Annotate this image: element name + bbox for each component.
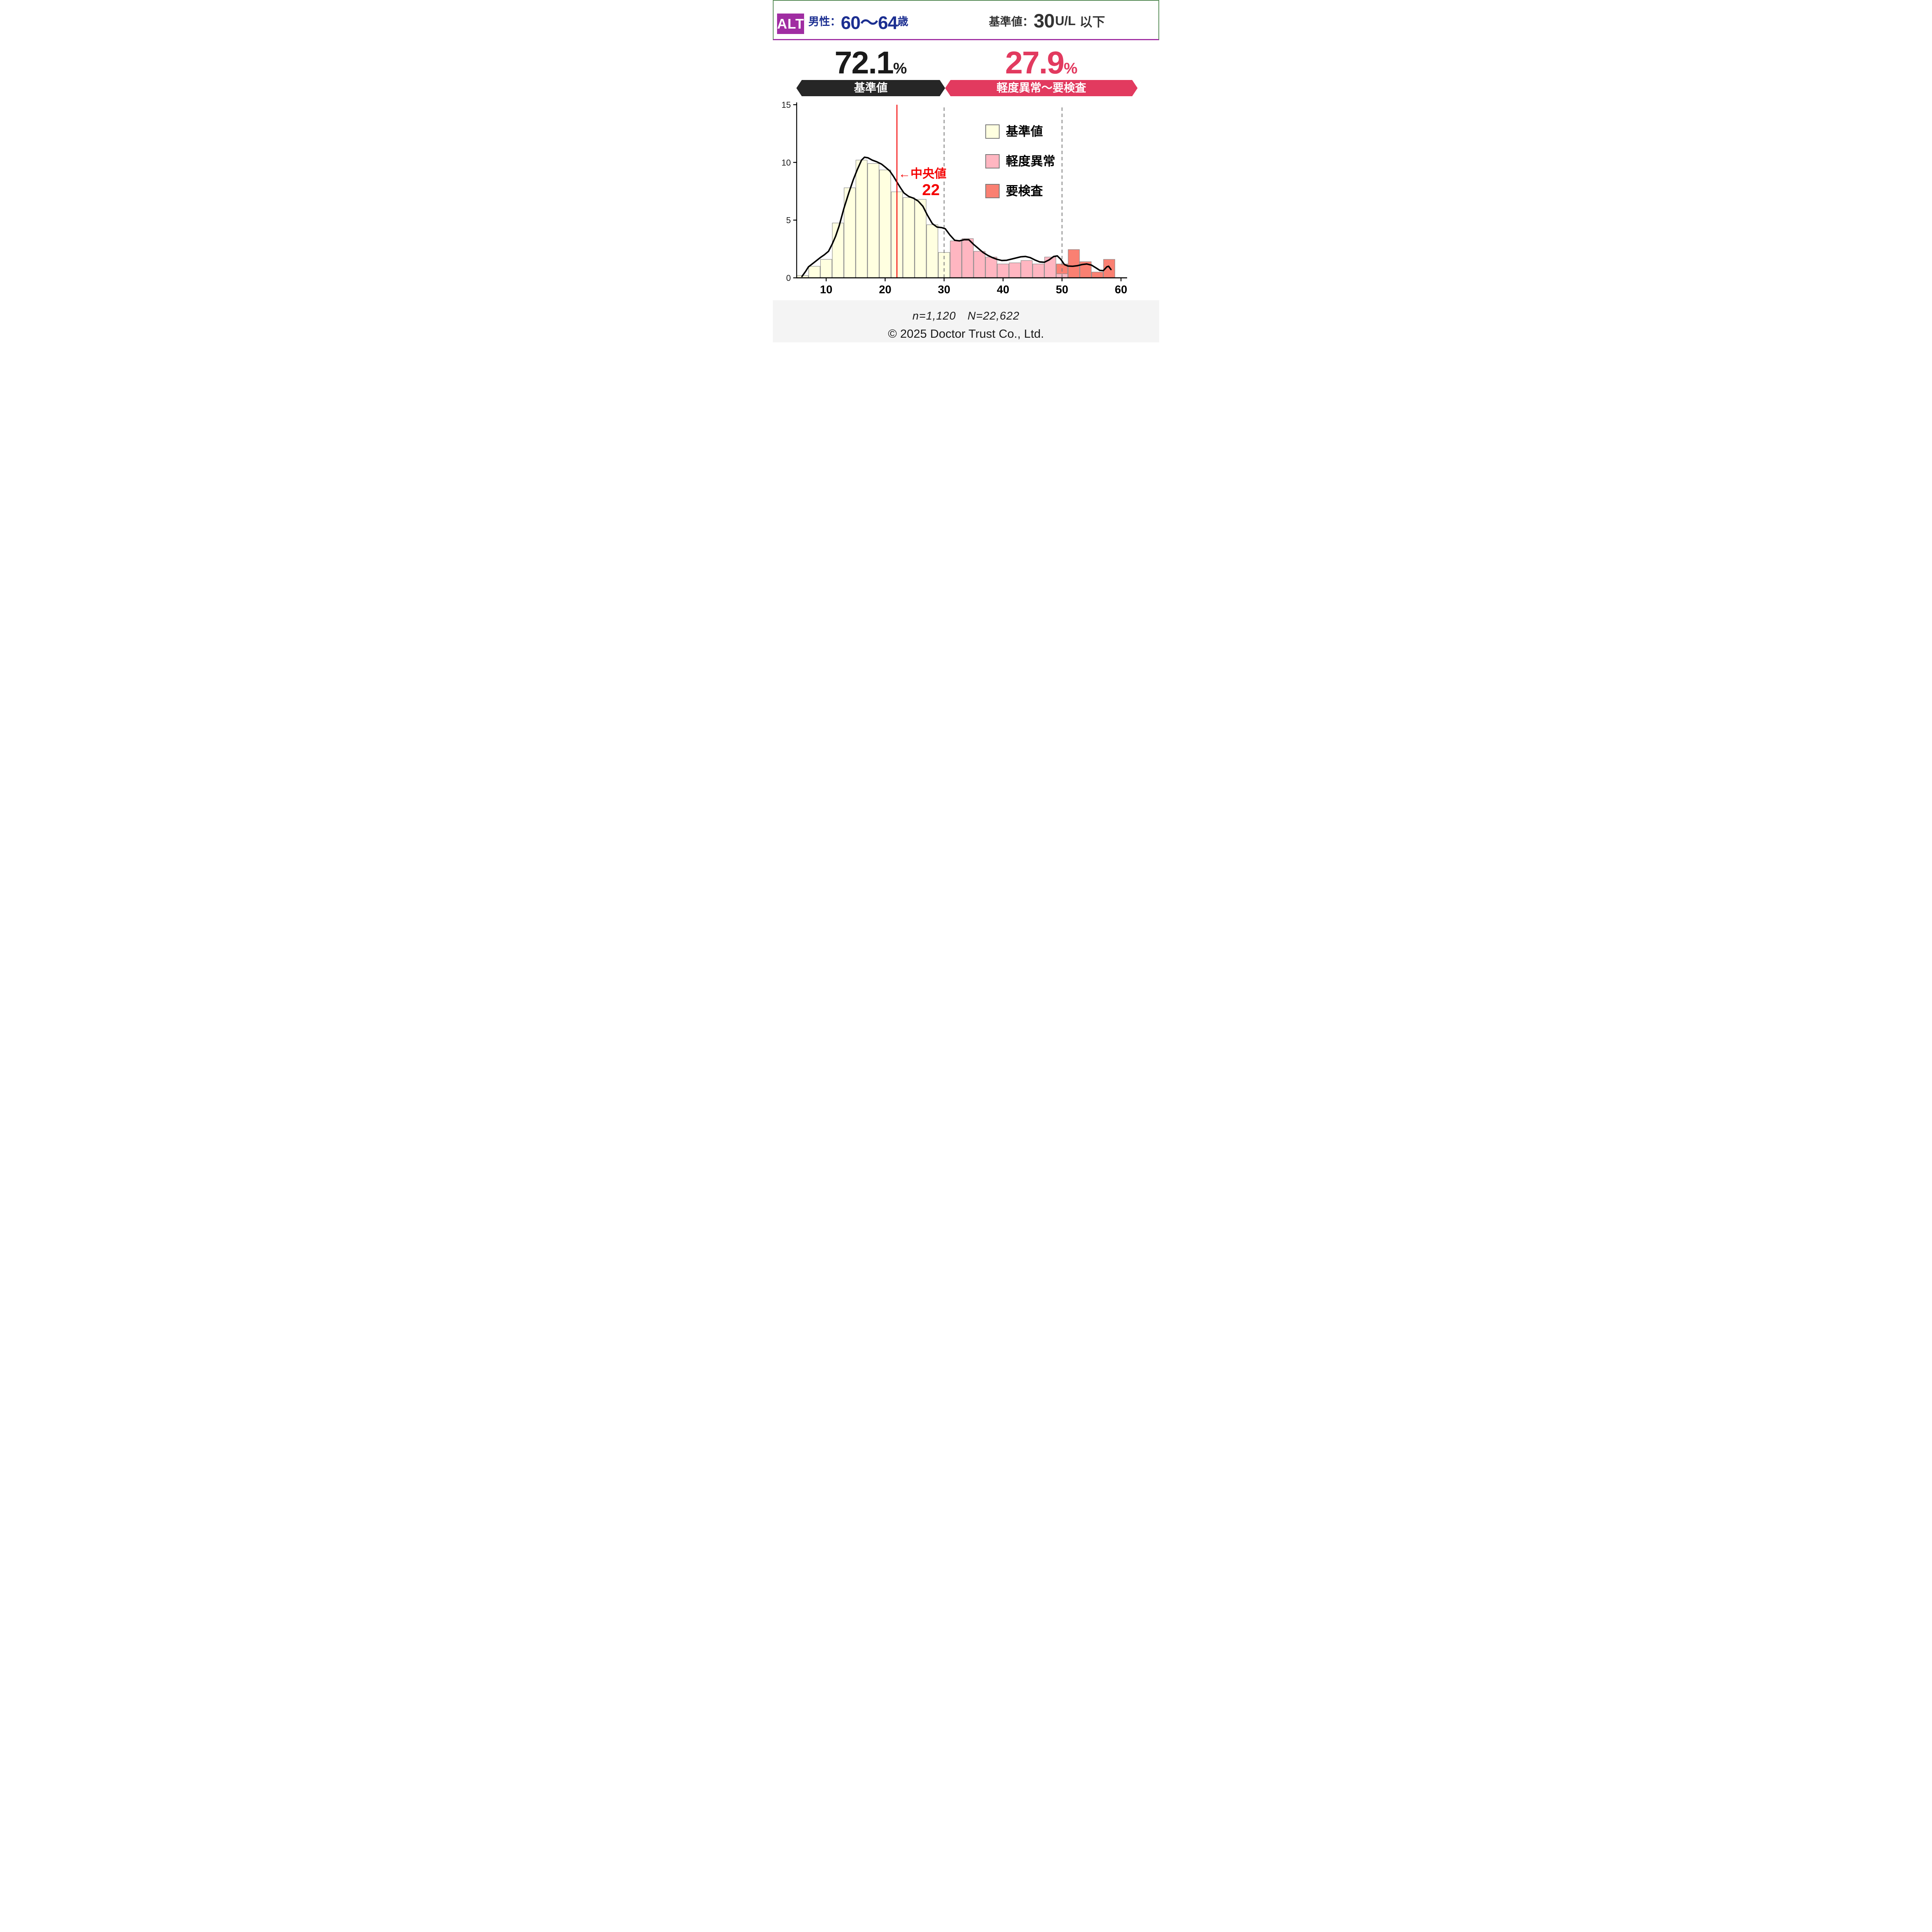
histogram-bar xyxy=(1044,257,1056,278)
normal-percentage: 72.1% xyxy=(796,45,945,81)
histogram-bar xyxy=(855,160,867,278)
legend-item: 要検査 xyxy=(985,184,1055,198)
histogram-bar xyxy=(879,170,891,278)
reference-label: 基準値： xyxy=(989,16,1034,28)
abnormal-percent-symbol: % xyxy=(1064,60,1078,77)
histogram-bar xyxy=(997,264,1009,278)
normal-percent-symbol: % xyxy=(893,60,907,77)
histogram-bar xyxy=(985,257,997,278)
test-name-badge: ALT xyxy=(777,14,804,34)
reference-number: 30 xyxy=(1034,10,1055,32)
median-value: 22 xyxy=(922,181,940,199)
y-tick-label: 15 xyxy=(781,100,791,110)
abnormal-percentage: 27.9% xyxy=(945,45,1138,81)
subject-prefix-label: 男性： xyxy=(808,15,841,27)
histogram-bar xyxy=(950,240,962,278)
median-label: ←中央値 xyxy=(898,167,946,180)
reference-value-group: 基準値： 30 U/L 以下 xyxy=(989,1,1105,41)
histogram-chart: 10 20 30 40 50 60 0 5 10 15 ←中央値 22 xyxy=(773,99,1159,299)
subject-group: 男性： 60～64 歳 xyxy=(808,1,908,41)
x-tick-label: 20 xyxy=(879,284,891,296)
normal-ribbon: 基準値 xyxy=(796,80,945,96)
copyright-text: © 2025 Doctor Trust Co., Ltd. xyxy=(888,327,1044,340)
density-curve xyxy=(801,156,1112,277)
legend-swatch xyxy=(985,124,1000,139)
normal-percentage-value: 72.1 xyxy=(834,45,894,80)
abnormal-percentage-value: 27.9 xyxy=(1005,45,1065,80)
x-tick-label: 10 xyxy=(820,284,832,296)
legend: 基準値軽度異常要検査 xyxy=(985,124,1055,214)
histogram-bar xyxy=(820,259,832,278)
legend-label: 要検査 xyxy=(1006,184,1043,198)
histogram-bar xyxy=(1068,249,1080,278)
histogram-bar xyxy=(867,163,879,278)
legend-swatch xyxy=(985,184,1000,198)
legend-label: 軽度異常 xyxy=(1006,154,1056,168)
histogram-bar xyxy=(962,238,974,278)
y-tick-label: 5 xyxy=(786,216,791,225)
x-tick-label: 40 xyxy=(997,284,1009,296)
histogram-bar xyxy=(926,224,939,278)
header-banner: ALT 男性： 60～64 歳 基準値： 30 U/L 以下 xyxy=(773,0,1159,40)
histogram-bar xyxy=(808,266,820,278)
x-tick-label: 60 xyxy=(1115,284,1127,296)
histogram-bar xyxy=(832,223,844,278)
x-tick-label: 30 xyxy=(938,284,950,296)
x-tick-label: 50 xyxy=(1056,284,1068,296)
histogram-bar xyxy=(1032,264,1044,278)
subject-suffix-label: 歳 xyxy=(897,15,908,27)
subject-age-range: 60～64 xyxy=(841,12,898,33)
reference-suffix: 以下 xyxy=(1079,15,1105,29)
y-tick-label: 0 xyxy=(786,273,791,283)
histogram-bar xyxy=(1009,262,1021,278)
legend-swatch xyxy=(985,154,1000,168)
legend-label: 基準値 xyxy=(1006,124,1043,138)
abnormal-ribbon: 軽度異常～要検査 xyxy=(945,80,1138,96)
reference-unit: U/L xyxy=(1055,14,1076,28)
legend-item: 基準値 xyxy=(985,124,1055,139)
histogram-bar xyxy=(1020,260,1033,278)
histogram-bar xyxy=(903,197,915,278)
histogram-bar xyxy=(973,251,986,278)
footer: n=1,120 N=22,622 © 2025 Doctor Trust Co.… xyxy=(773,300,1159,342)
sample-size-text: n=1,120 N=22,622 xyxy=(912,310,1020,322)
legend-item: 軽度異常 xyxy=(985,154,1055,168)
page: ALT 男性： 60～64 歳 基準値： 30 U/L 以下 72.1% 27.… xyxy=(773,0,1159,342)
histogram-bar xyxy=(915,199,927,278)
histogram-bar xyxy=(1091,272,1104,278)
y-tick-label: 10 xyxy=(781,158,791,167)
